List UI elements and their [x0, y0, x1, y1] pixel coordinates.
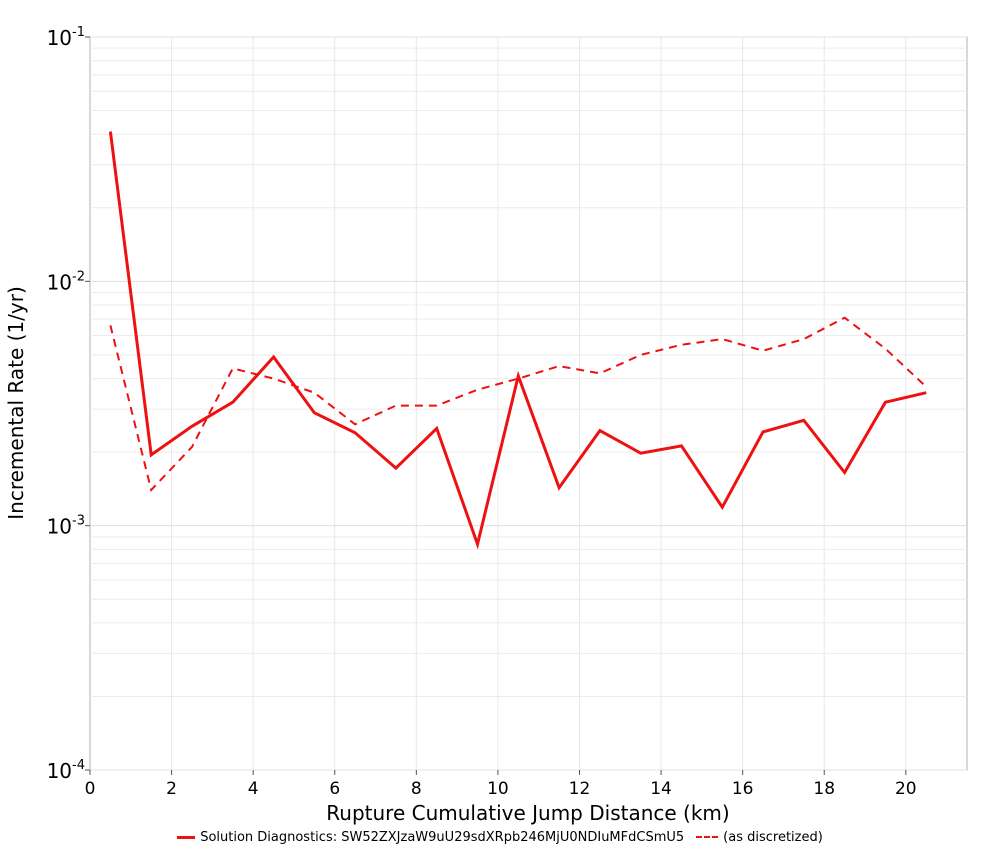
grid-lines — [90, 36, 967, 771]
x-tick-label: 4 — [248, 779, 259, 799]
legend-label-discretized: (as discretized) — [723, 829, 823, 845]
legend: Solution Diagnostics: SW52ZXJzaW9uU29sdX… — [0, 826, 1000, 848]
x-axis-label: Rupture Cumulative Jump Distance (km) — [326, 801, 729, 825]
y-tick-label: 10-2 — [47, 269, 85, 294]
y-tick-label: 10-1 — [47, 25, 85, 50]
series-lines — [108, 131, 927, 550]
x-tick-label: 14 — [650, 779, 672, 799]
x-tick-label: 18 — [813, 779, 835, 799]
x-tick-label: 8 — [411, 779, 422, 799]
x-tick-label: 20 — [895, 779, 917, 799]
legend-entry-discretized: (as discretized) — [696, 830, 823, 845]
y-axis-label: Incremental Rate (1/yr) — [4, 286, 28, 519]
legend-entry-solution: Solution Diagnostics: SW52ZXJzaW9uU29sdX… — [177, 830, 684, 845]
legend-dashed-line-swatch — [696, 836, 719, 838]
x-tick-label: 0 — [85, 779, 96, 799]
legend-solid-line-swatch — [177, 835, 196, 839]
y-tick-label: 10-4 — [47, 758, 85, 783]
legend-label-solution: Solution Diagnostics: SW52ZXJzaW9uU29sdX… — [200, 829, 685, 845]
x-tick-label: 16 — [732, 779, 754, 799]
series-line-solution — [108, 131, 927, 550]
x-tick-label: 10 — [487, 779, 509, 799]
x-tick-label: 2 — [166, 779, 177, 799]
x-tick-label: 6 — [329, 779, 340, 799]
axis-ticks: 0 2 4 6 8 10 12 14 16 18 20 10-1 10-2 10-3 10-4 — [47, 25, 917, 799]
y-tick-label: 10-3 — [47, 514, 85, 539]
x-tick-label: 12 — [569, 779, 591, 799]
